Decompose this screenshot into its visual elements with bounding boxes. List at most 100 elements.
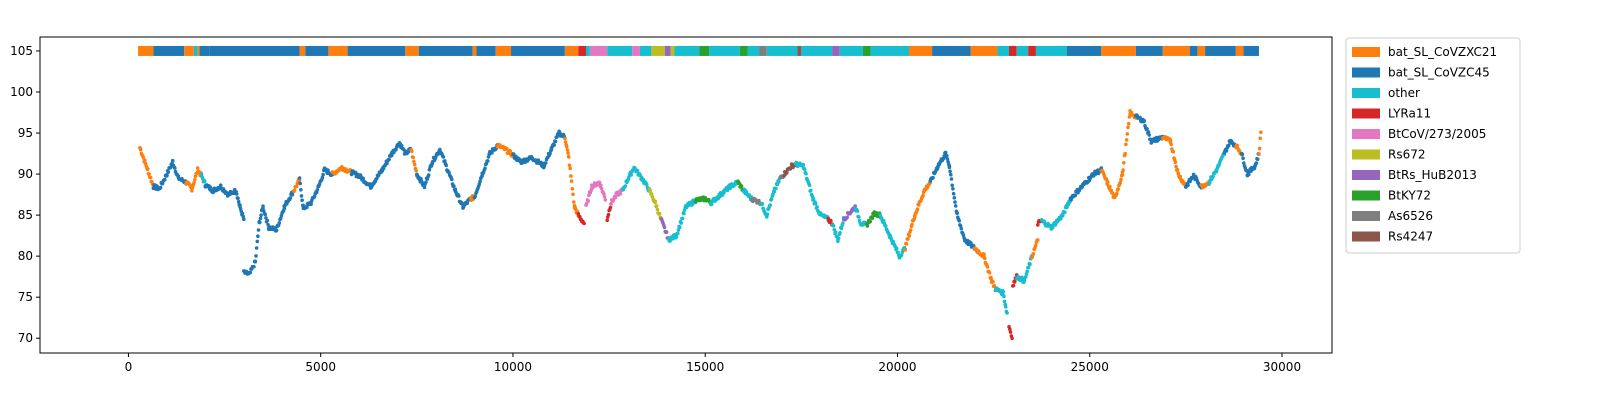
data-point-other xyxy=(1004,305,1008,309)
data-point-bat-sl-covzc45 xyxy=(158,185,163,190)
data-point-other xyxy=(682,211,686,216)
data-point-other xyxy=(841,221,845,225)
band-segment-bat-sl-covzc45 xyxy=(199,45,210,56)
data-point-lyra11 xyxy=(829,218,833,223)
data-point-bat-sl-covzc45 xyxy=(236,196,240,201)
y-tick-label: 100 xyxy=(10,85,33,99)
data-point-bat-sl-covzc45 xyxy=(426,173,431,177)
band-segment-bat-sl-covzc45 xyxy=(511,45,565,56)
data-point-bat-sl-covzc45 xyxy=(457,194,461,198)
data-point-bat-sl-covzxc21 xyxy=(991,280,995,284)
data-point-bat-sl-covzc45 xyxy=(943,150,948,155)
data-point-bat-sl-covzxc21 xyxy=(982,252,986,256)
data-point-bat-sl-covzc45 xyxy=(298,181,303,186)
data-point-bat-sl-covzc45 xyxy=(255,239,260,244)
data-point-bat-sl-covzc45 xyxy=(952,196,957,200)
data-point-bat-sl-covzc45 xyxy=(953,204,958,208)
data-point-other xyxy=(768,203,772,207)
data-point-bat-sl-covzc45 xyxy=(1142,119,1147,123)
data-point-bat-sl-covzc45 xyxy=(265,218,270,223)
data-point-bat-sl-covzxc21 xyxy=(1125,132,1130,136)
data-point-bat-sl-covzc45 xyxy=(427,167,432,172)
data-point-bat-sl-covzxc21 xyxy=(1030,255,1034,260)
data-point-bat-sl-covzc45 xyxy=(252,264,256,269)
data-point-btky72 xyxy=(865,224,870,228)
data-point-bat-sl-covzxc21 xyxy=(1118,180,1123,185)
data-point-bat-sl-covzc45 xyxy=(315,188,320,192)
data-point-bat-sl-covzc45 xyxy=(361,176,366,181)
data-point-bat-sl-covzc45 xyxy=(242,217,246,221)
data-point-other xyxy=(802,167,807,172)
data-point-bat-sl-covzc45 xyxy=(1241,156,1245,160)
data-point-bat-sl-covzxc21 xyxy=(1126,125,1130,130)
data-point-bat-sl-covzxc21 xyxy=(1169,142,1173,147)
data-point-bat-sl-covzxc21 xyxy=(1171,150,1176,154)
data-point-bat-sl-covzxc21 xyxy=(1173,160,1178,164)
band-segment-lyra11 xyxy=(1009,45,1017,56)
band-segment-other xyxy=(674,45,700,56)
data-point-bat-sl-covzxc21 xyxy=(571,192,575,197)
y-tick-label: 105 xyxy=(10,44,33,58)
data-point-bat-sl-covzc45 xyxy=(234,192,239,196)
data-point-bat-sl-covzxc21 xyxy=(1106,180,1110,185)
data-point-other xyxy=(668,239,672,243)
band-segment-btky72 xyxy=(739,45,748,56)
data-point-bat-sl-covzc45 xyxy=(297,176,302,180)
y-tick-label: 75 xyxy=(18,290,33,304)
band-segment-bat-sl-covzxc21 xyxy=(564,45,579,56)
band-segment-rs672 xyxy=(670,45,675,56)
data-point-lyra11 xyxy=(582,221,586,226)
data-point-bat-sl-covzc45 xyxy=(240,211,245,216)
band-segment-bat-sl-covzc45 xyxy=(1243,45,1259,56)
data-point-rs672 xyxy=(654,204,659,208)
data-point-bat-sl-covzxc21 xyxy=(138,147,143,152)
data-point-bat-sl-covzc45 xyxy=(266,223,270,227)
data-point-bat-sl-covzc45 xyxy=(1138,115,1142,120)
y-tick-label: 80 xyxy=(18,249,33,263)
data-point-bat-sl-covzc45 xyxy=(486,155,491,159)
data-point-bat-sl-covzxc21 xyxy=(1119,177,1123,182)
data-point-bat-sl-covzxc21 xyxy=(1121,168,1125,172)
legend-swatch-btrs-hub2013 xyxy=(1352,170,1380,180)
data-point-btcov-273-2005 xyxy=(618,192,623,196)
data-point-bat-sl-covzxc21 xyxy=(987,271,992,275)
data-point-bat-sl-covzxc21 xyxy=(570,187,575,191)
band-segment-other xyxy=(766,45,798,56)
band-segment-btcov-273-2005 xyxy=(589,45,608,56)
band-segment-other xyxy=(839,45,863,56)
data-point-bat-sl-covzc45 xyxy=(931,175,935,180)
data-point-bat-sl-covzc45 xyxy=(238,203,242,207)
data-point-btcov-273-2005 xyxy=(603,198,608,202)
data-point-bat-sl-covzc45 xyxy=(1240,152,1245,157)
data-point-other xyxy=(772,189,777,194)
x-axis: 0 5000 10000 15000 20000 25000 30000 xyxy=(125,353,1301,374)
legend-label-btrs-hub2013: BtRs_HuB2013 xyxy=(1388,168,1477,182)
data-point-bat-sl-covzxc21 xyxy=(908,228,913,232)
data-point-other xyxy=(680,216,685,221)
band-segment-bat-sl-covzxc21 xyxy=(495,45,512,56)
data-point-bat-sl-covzc45 xyxy=(253,259,258,264)
data-point-btcov-273-2005 xyxy=(609,201,613,206)
band-segment-other xyxy=(639,45,652,56)
band-segment-bat-sl-covzxc21 xyxy=(909,45,933,56)
data-point-bat-sl-covzc45 xyxy=(945,157,950,161)
data-point-bat-sl-covzc45 xyxy=(274,228,279,232)
data-point-other xyxy=(1028,262,1032,267)
data-point-bat-sl-covzc45 xyxy=(948,169,952,174)
data-point-bat-sl-covzxc21 xyxy=(1235,143,1240,148)
data-point-bat-sl-covzc45 xyxy=(299,194,304,198)
data-point-other xyxy=(623,184,628,188)
data-point-bat-sl-covzc45 xyxy=(258,220,262,225)
data-point-other xyxy=(1214,169,1219,174)
x-tick-label: 5000 xyxy=(305,360,336,374)
data-point-rs672 xyxy=(655,207,660,212)
data-point-bat-sl-covzxc21 xyxy=(411,155,416,160)
legend-swatch-as6526 xyxy=(1352,211,1380,221)
data-point-bat-sl-covzc45 xyxy=(305,205,309,210)
data-point-bat-sl-covzxc21 xyxy=(903,248,907,252)
legend-label-rs672: Rs672 xyxy=(1388,148,1426,162)
data-point-other xyxy=(813,201,818,206)
data-point-bat-sl-covzxc21 xyxy=(412,159,416,164)
band-segment-bat-sl-covzxc21 xyxy=(472,45,477,56)
data-point-other xyxy=(1026,265,1031,270)
